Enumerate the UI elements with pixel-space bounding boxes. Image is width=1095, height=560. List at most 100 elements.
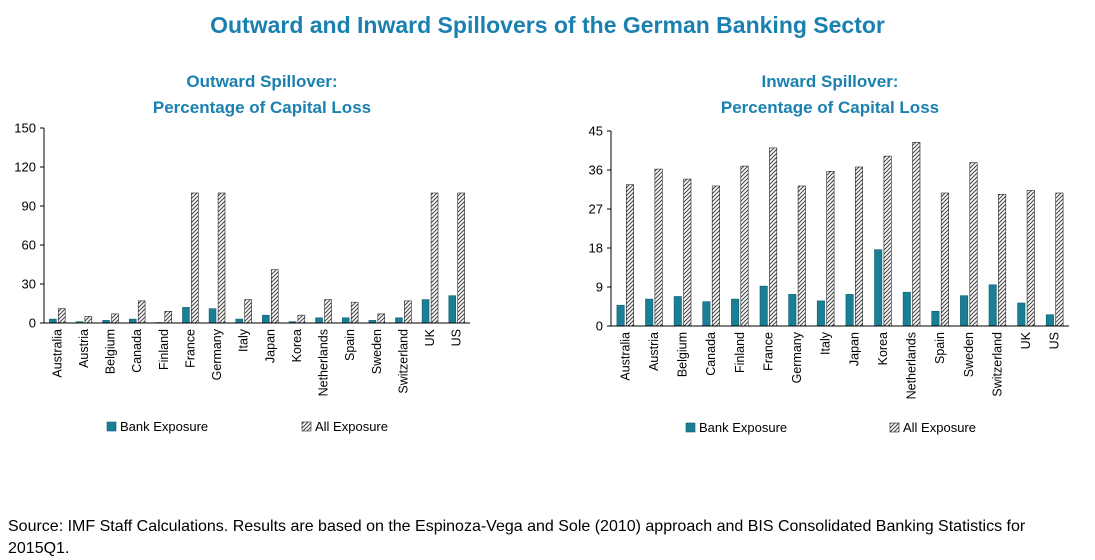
x-category-label: France [183, 329, 197, 368]
bar-bank-exposure [182, 307, 190, 324]
legend-label-all-exposure: All Exposure [903, 420, 976, 435]
x-category-label: Spain [933, 332, 947, 364]
y-tick-label: 36 [589, 163, 603, 178]
legend-label-all-exposure: All Exposure [315, 419, 388, 434]
source-note: Source: IMF Staff Calculations. Results … [8, 518, 1026, 557]
x-category-label: Spain [343, 329, 357, 361]
bar-bank-exposure [960, 295, 969, 327]
bar-all-exposure [654, 168, 663, 327]
bar-all-exposure [1026, 190, 1035, 327]
x-category-label: Australia [50, 329, 64, 378]
bar-all-exposure [350, 301, 359, 324]
x-category-label: Sweden [370, 329, 384, 374]
bar-bank-exposure [208, 308, 217, 324]
bar-bank-exposure [788, 294, 797, 327]
y-tick-label: 18 [589, 241, 603, 256]
bar-all-exposure [57, 308, 66, 324]
bar-bank-exposure [931, 311, 940, 327]
x-category-label: Germany [790, 331, 804, 383]
bar-all-exposure [404, 300, 412, 324]
bar-all-exposure [244, 299, 252, 324]
bar-bank-exposure [395, 317, 403, 324]
x-category-label: Finland [733, 332, 747, 373]
bar-all-exposure [164, 311, 173, 324]
x-category-label: Australia [618, 332, 632, 381]
bar-bank-exposure [616, 304, 625, 327]
legend-label-bank-exposure: Bank Exposure [699, 420, 787, 435]
bar-bank-exposure [731, 298, 740, 327]
x-category-label: Austria [77, 329, 91, 368]
x-category-label: Japan [847, 332, 861, 366]
x-category-label: US [450, 329, 464, 346]
bar-all-exposure [797, 185, 806, 327]
bar-all-exposure [740, 165, 749, 327]
bar-bank-exposure [759, 285, 768, 327]
x-category-label: Belgium [676, 332, 690, 377]
bar-bank-exposure [341, 317, 350, 324]
bar-all-exposure [111, 313, 119, 324]
bar-bank-exposure [448, 295, 456, 324]
bar-bank-exposure [235, 318, 244, 324]
x-category-label: Netherlands [317, 329, 331, 396]
x-category-label: Canada [130, 329, 144, 373]
x-category-label: Finland [157, 329, 171, 370]
x-category-label: Korea [290, 329, 304, 362]
bar-bank-exposure [49, 318, 57, 324]
bar-bank-exposure [816, 300, 825, 327]
chart-title-line-2: Percentage of Capital Loss [153, 98, 371, 117]
y-tick-label: 90 [22, 199, 36, 214]
y-tick-label: 30 [22, 277, 36, 292]
main-title: Outward and Inward Spillovers of the Ger… [210, 12, 885, 38]
y-tick-label: 0 [596, 319, 603, 334]
bar-all-exposure [430, 192, 439, 324]
bar-all-exposure [1055, 192, 1064, 327]
bar-all-exposure [854, 166, 863, 327]
bar-all-exposure [297, 314, 306, 324]
bar-bank-exposure [845, 294, 854, 327]
y-tick-label: 45 [589, 124, 603, 139]
bar-bank-exposure [902, 291, 911, 327]
bar-all-exposure [711, 185, 720, 327]
bar-bank-exposure [702, 301, 711, 327]
x-category-label: Korea [876, 332, 890, 365]
x-category-label: UK [423, 328, 437, 346]
bar-all-exposure [998, 194, 1007, 327]
x-category-label: Italy [237, 328, 251, 352]
chart-title-line-2: Percentage of Capital Loss [721, 98, 939, 117]
bar-bank-exposure [988, 284, 997, 327]
bar-all-exposure [683, 178, 692, 327]
y-tick-label: 150 [14, 121, 36, 136]
x-category-label: Netherlands [905, 332, 919, 399]
x-category-label: Italy [819, 331, 833, 355]
x-category-label: Austria [647, 332, 661, 371]
bar-bank-exposure [262, 314, 270, 324]
y-tick-label: 27 [589, 202, 603, 217]
x-category-label: Belgium [104, 329, 118, 374]
bar-all-exposure [940, 192, 949, 327]
bar-bank-exposure [1017, 302, 1026, 327]
legend-swatch-bank-exposure [685, 422, 696, 433]
x-category-label: Sweden [962, 332, 976, 377]
bar-bank-exposure [645, 298, 654, 327]
bar-bank-exposure [673, 296, 682, 327]
x-category-label: US [1048, 332, 1062, 349]
x-category-label: France [761, 332, 775, 371]
y-tick-label: 120 [14, 160, 36, 175]
x-category-label: UK [1019, 331, 1033, 349]
bar-all-exposure [217, 192, 226, 324]
outward-spillover-chart: Outward Spillover: Percentage of Capital … [14, 72, 470, 434]
bar-all-exposure [377, 313, 385, 324]
bar-all-exposure [826, 171, 835, 327]
x-category-label: Germany [210, 328, 224, 380]
bar-bank-exposure [421, 299, 430, 324]
bar-all-exposure [324, 299, 332, 324]
x-category-label: Canada [704, 332, 718, 376]
x-category-label: Switzerland [396, 329, 410, 394]
bar-all-exposure [270, 269, 279, 324]
y-tick-label: 9 [596, 280, 603, 295]
bar-all-exposure [137, 300, 146, 324]
inward-spillover-chart: Inward Spillover: Percentage of Capital L… [589, 72, 1069, 435]
legend-label-bank-exposure: Bank Exposure [120, 419, 208, 434]
bar-all-exposure [191, 192, 199, 324]
y-tick-label: 0 [29, 316, 36, 331]
